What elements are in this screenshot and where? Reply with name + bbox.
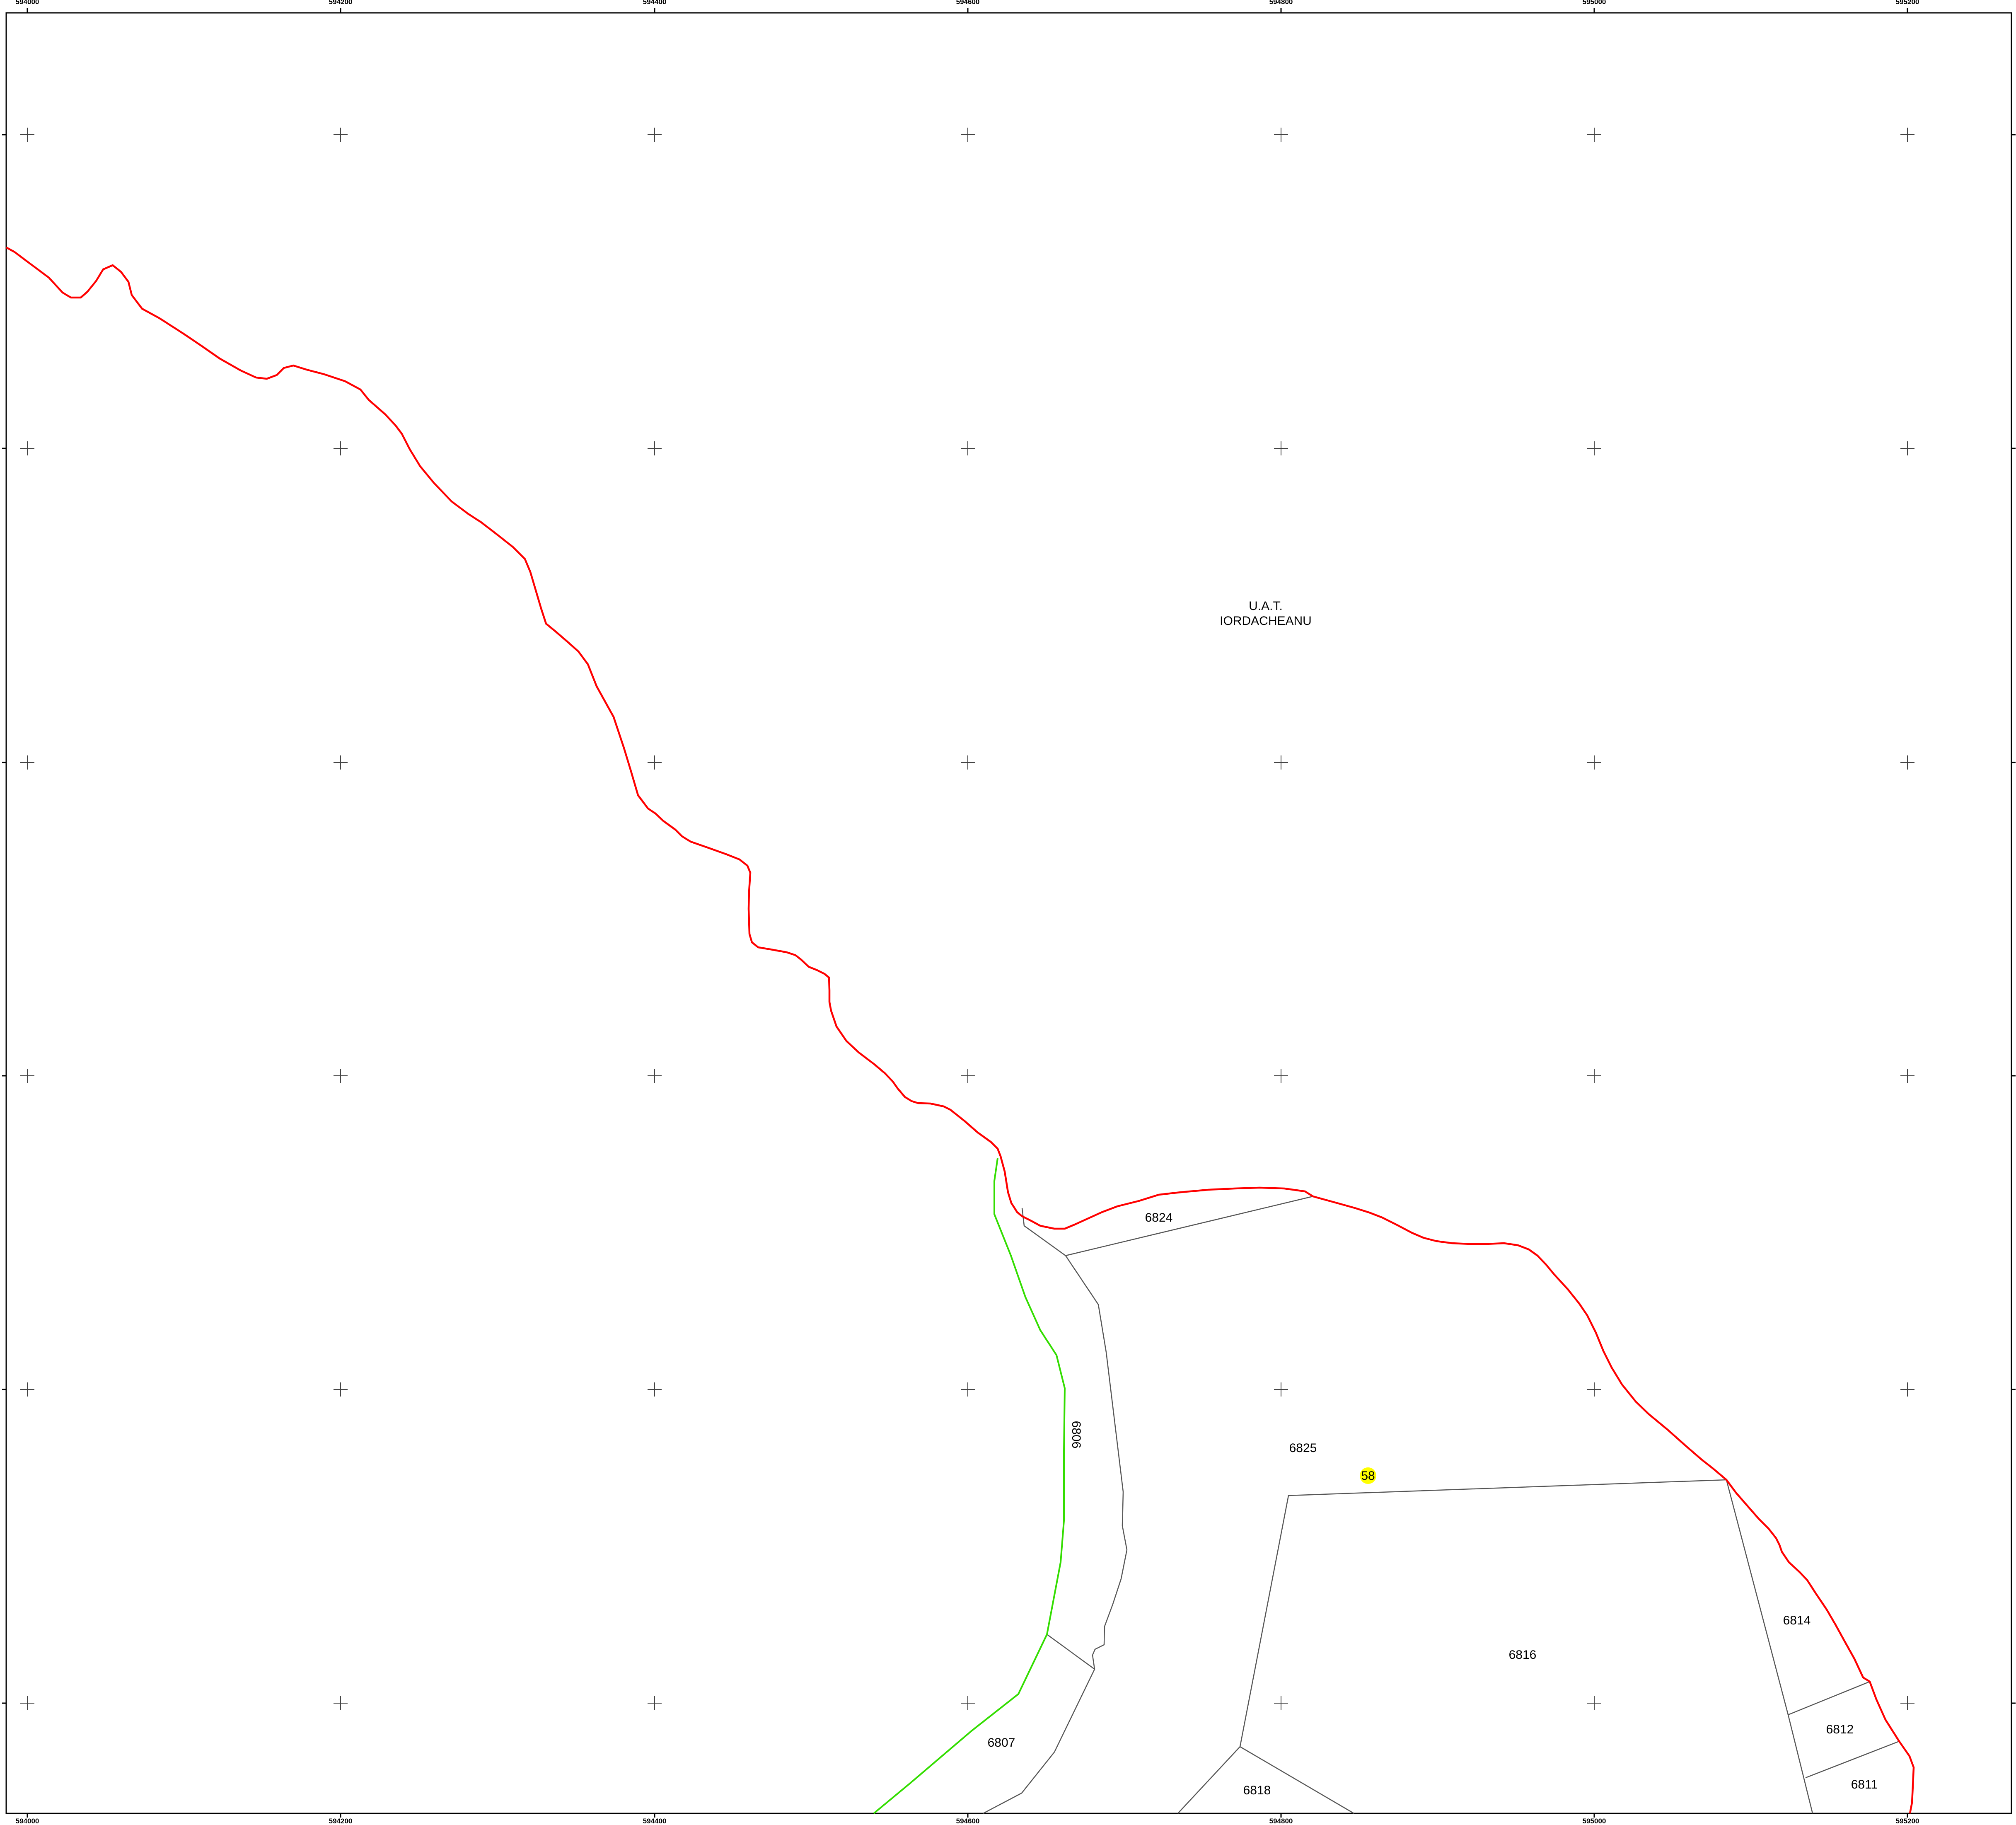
grid-cross [1900, 128, 1914, 142]
grid-cross [648, 1069, 662, 1083]
grid-cross [1274, 1696, 1288, 1710]
uat-boundary[interactable] [5, 247, 1915, 1814]
parcel-6811-boundary[interactable] [1805, 1740, 1900, 1779]
grid-cross [961, 128, 975, 142]
parcel-label-6814: 6814 [1783, 1614, 1811, 1627]
parcel-label-6816: 6816 [1509, 1648, 1537, 1662]
grid-cross [1900, 1069, 1914, 1083]
grid-cross [20, 128, 34, 142]
x-tick-label-top: 595200 [1896, 0, 1919, 6]
grid-cross [961, 441, 975, 455]
grid-cross [1274, 441, 1288, 455]
grid-cross [961, 1069, 975, 1083]
x-tick-label-bottom: 594200 [329, 1817, 353, 1825]
x-tick-label-top: 594600 [956, 0, 980, 6]
grid-cross [1587, 1069, 1601, 1083]
grid-cross [1274, 755, 1288, 770]
grid-cross [1900, 755, 1914, 770]
x-tick-label-bottom: 594800 [1269, 1817, 1293, 1825]
grid-cross [648, 755, 662, 770]
x-tick-label-top: 594800 [1269, 0, 1293, 6]
grid-cross [1900, 441, 1914, 455]
grid-cross [1274, 1382, 1288, 1397]
grid-cross [334, 441, 348, 455]
grid-cross [648, 441, 662, 455]
grid-cross [1587, 1696, 1601, 1710]
parcel-6824-boundary[interactable] [1021, 1196, 1313, 1256]
parcel-label-6824: 6824 [1145, 1211, 1173, 1225]
grid-cross [1274, 128, 1288, 142]
grid-cross [1587, 441, 1601, 455]
parcel-label-6818: 6818 [1243, 1784, 1271, 1797]
x-tick-label-top: 595000 [1583, 0, 1606, 6]
x-tick-label-bottom: 594000 [16, 1817, 39, 1825]
frame-ticks [2, 8, 2016, 1818]
parcel-label-6807: 6807 [988, 1736, 1015, 1750]
bottom-axis-labels: 594000 594200 594400 594600 594800 59500… [16, 1817, 1919, 1825]
parcel-label-6806: 6806 [1069, 1421, 1083, 1449]
marker-circle[interactable] [1360, 1467, 1376, 1484]
top-axis-labels: 594000 594200 594400 594600 594800 59500… [16, 0, 1919, 6]
grid-cross [334, 1069, 348, 1083]
x-tick-label-bottom: 595000 [1583, 1817, 1606, 1825]
grid-cross [334, 1382, 348, 1397]
grid-cross [20, 1382, 34, 1397]
marker-58[interactable]: 58 [1360, 1467, 1376, 1484]
x-tick-label-bottom: 594600 [956, 1817, 980, 1825]
grid-cross [1900, 1382, 1914, 1397]
grid-cross [1587, 755, 1601, 770]
grid-crosses [20, 128, 1914, 1710]
grid-cross [648, 128, 662, 142]
grid-cross [648, 1382, 662, 1397]
x-tick-label-top: 594000 [16, 0, 39, 6]
grid-cross [20, 1696, 34, 1710]
parcel-boundaries [983, 1196, 1900, 1814]
grid-cross [1587, 1382, 1601, 1397]
grid-cross [1587, 128, 1601, 142]
marker-label: 58 [1361, 1469, 1375, 1483]
grid-cross [20, 755, 34, 770]
grid-cross [961, 755, 975, 770]
parcel-label-6811: 6811 [1851, 1778, 1878, 1791]
x-tick-label-top: 594200 [329, 0, 353, 6]
parcel-6806-east-boundary[interactable] [1065, 1255, 1128, 1670]
grid-cross [1900, 1696, 1914, 1710]
grid-cross [20, 1069, 34, 1083]
parcel-6812-boundary[interactable] [1788, 1681, 1870, 1716]
uat-label-line1: U.A.T. [1249, 599, 1283, 613]
green-boundary[interactable] [873, 1158, 1066, 1814]
uat-label-line2: IORDACHEANU [1220, 614, 1312, 628]
grid-cross [961, 1696, 975, 1710]
grid-cross [1274, 1069, 1288, 1083]
parcel-6807-boundary[interactable] [983, 1634, 1095, 1814]
grid-cross [648, 1696, 662, 1710]
grid-cross [334, 755, 348, 770]
parcel-label-6812: 6812 [1826, 1723, 1854, 1736]
grid-cross [334, 1696, 348, 1710]
x-tick-label-top: 594400 [643, 0, 667, 6]
x-tick-label-bottom: 594400 [643, 1817, 667, 1825]
parcel-6816-boundary[interactable] [1177, 1479, 1813, 1814]
map-frame [5, 12, 2012, 1814]
grid-cross [961, 1382, 975, 1397]
grid-cross [334, 128, 348, 142]
x-tick-label-bottom: 595200 [1896, 1817, 1919, 1825]
parcel-6818-boundary[interactable] [1240, 1746, 1354, 1814]
grid-cross [20, 441, 34, 455]
parcel-label-6825: 6825 [1289, 1441, 1317, 1455]
